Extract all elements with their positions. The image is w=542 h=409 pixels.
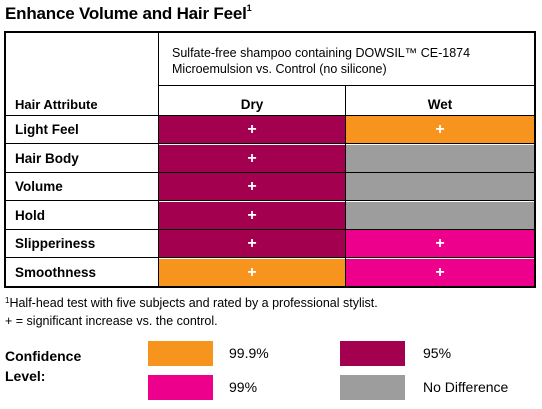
column-divider-dry-wet — [345, 86, 346, 286]
legend-label-no-difference: No Difference — [423, 379, 509, 395]
legend-label-99: 99% — [229, 379, 258, 395]
row-label-hair-body: Hair Body — [15, 151, 79, 166]
cell-dry-slipperiness: + — [159, 230, 345, 257]
cell-dry-light-feel: + — [159, 116, 345, 143]
dry-column-header: Dry — [240, 97, 264, 112]
row-label-slipperiness: Slipperiness — [15, 236, 96, 251]
cell-wet-smoothness: + — [346, 259, 534, 286]
legend-label-95: 95% — [423, 345, 452, 361]
cell-wet-hair-body — [346, 145, 534, 172]
hair-attribute-header: Hair Attribute — [15, 97, 98, 112]
row-label-smoothness: Smoothness — [15, 265, 97, 280]
cell-dry-hold: + — [159, 202, 345, 229]
row-divider — [6, 257, 534, 258]
legend-label-99-9: 99.9% — [229, 345, 269, 361]
cell-wet-volume — [346, 173, 534, 200]
row-label-hold: Hold — [15, 208, 45, 223]
row-divider — [6, 115, 534, 116]
legend-swatch-99-9 — [148, 341, 213, 366]
legend-swatch-99 — [148, 375, 213, 400]
table-description: Sulfate-free shampoo containing DOWSIL™ … — [172, 46, 471, 76]
cell-wet-hold — [346, 202, 534, 229]
cell-wet-slipperiness: + — [346, 230, 534, 257]
cell-dry-volume: + — [159, 173, 345, 200]
column-divider-attr — [158, 33, 159, 286]
row-divider — [6, 172, 534, 173]
page-title: Enhance Volume and Hair Feel1 — [5, 3, 252, 23]
cell-dry-hair-body: + — [159, 145, 345, 172]
wet-column-header: Wet — [427, 97, 453, 112]
title-footnote-marker: 1 — [246, 3, 252, 13]
row-divider — [6, 143, 534, 144]
row-divider — [6, 200, 534, 201]
legend-swatch-no-difference — [340, 375, 405, 400]
row-divider — [6, 229, 534, 230]
cell-wet-light-feel: + — [346, 116, 534, 143]
legend-swatch-95 — [340, 341, 405, 366]
cell-dry-smoothness: + — [159, 259, 345, 286]
row-label-volume: Volume — [15, 179, 63, 194]
results-table: Sulfate-free shampoo containing DOWSIL™ … — [4, 31, 536, 288]
legend-title: Confidence Level: — [5, 348, 82, 384]
footnote-method: 1Half-head test with five subjects and r… — [5, 296, 378, 310]
footnote-plus-meaning: + = significant increase vs. the control… — [5, 314, 218, 328]
row-label-light-feel: Light Feel — [15, 122, 79, 137]
header-divider — [159, 85, 534, 86]
